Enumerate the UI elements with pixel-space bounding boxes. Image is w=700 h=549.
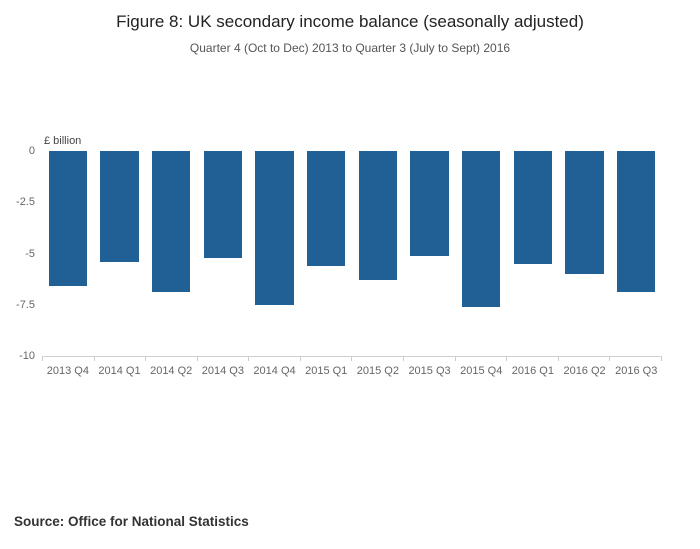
bar-slot [507, 151, 559, 356]
x-tick-label: 2015 Q1 [305, 365, 348, 377]
bar-slot [94, 151, 146, 356]
y-tick-label: -10 [19, 350, 35, 362]
bar-slot [559, 151, 611, 356]
x-axis-tick [249, 357, 301, 361]
bar-slot [610, 151, 662, 356]
x-axis-tick [456, 357, 508, 361]
x-tick-label: 2014 Q2 [150, 365, 193, 377]
bar-slot [404, 151, 456, 356]
y-axis-unit-label: £ billion [44, 135, 82, 147]
x-tick-label: 2014 Q3 [201, 365, 244, 377]
plot-area: 0 -2.5 -5 -7.5 -10 [16, 145, 662, 362]
x-tick-label: 2014 Q1 [98, 365, 141, 377]
y-tick-label: -2.5 [16, 196, 35, 209]
y-tick-label: -7.5 [16, 298, 35, 311]
bar-2015-q2 [358, 151, 397, 281]
x-axis-tick [198, 357, 250, 361]
chart-subtitle: Quarter 4 (Oct to Dec) 2013 to Quarter 3… [189, 41, 511, 55]
bar-2015-q1 [307, 151, 346, 266]
x-tick-label: 2015 Q4 [460, 365, 503, 377]
bar-slot [145, 151, 197, 356]
x-axis-tick [301, 357, 353, 361]
x-axis-tick [610, 357, 662, 361]
x-tick-label: 2016 Q1 [511, 365, 554, 377]
bar-2014-q4 [255, 151, 294, 305]
bar-slot [249, 151, 301, 356]
x-axis-tick [404, 357, 456, 361]
x-axis-labels: 2013 Q4 2014 Q1 2014 Q2 2014 Q3 2014 Q4 2015 … [42, 365, 662, 377]
x-axis-tick [559, 357, 611, 361]
x-axis-tick [146, 357, 198, 361]
source-note: Source: Office for National Statistics [14, 514, 249, 529]
bar-slot [352, 151, 404, 356]
x-tick-label: 2015 Q2 [356, 365, 399, 377]
bar-2016-q3 [617, 151, 656, 293]
x-axis-tick [352, 357, 405, 361]
x-axis-tick [507, 357, 559, 361]
x-tick-label: 2015 Q3 [408, 365, 451, 377]
bar-2016-q2 [565, 151, 604, 274]
x-tick-label: 2014 Q4 [253, 365, 296, 377]
bar-chart: £ billion 0 -2.5 -5 -7.5 -10 2013 Q4 2014 Q1 2… [16, 135, 662, 377]
x-axis-line [42, 357, 662, 361]
x-tick-label: 2013 Q4 [46, 365, 89, 377]
x-tick-label: 2016 Q2 [563, 365, 606, 377]
chart-title: Figure 8: UK secondary income balance (s… [116, 12, 584, 31]
y-tick-label: 0 [28, 145, 35, 157]
bar-2014-q2 [152, 151, 191, 293]
bar-slot [455, 151, 507, 356]
bar-slot [42, 151, 94, 356]
bar-2014-q3 [203, 151, 242, 258]
x-tick-label: 2016 Q3 [615, 365, 658, 377]
y-tick-label: -5 [25, 247, 35, 260]
bar-2014-q1 [100, 151, 139, 262]
bar-2016-q1 [513, 151, 552, 264]
x-axis-tick [95, 357, 147, 361]
chart-header: Figure 8: UK secondary income balance (s… [0, 0, 700, 55]
bar-slot [300, 151, 352, 356]
bar-2015-q4 [462, 151, 501, 307]
bar-2013-q4 [48, 151, 87, 287]
bar-slot [197, 151, 249, 356]
x-axis-tick [43, 357, 95, 361]
bar-2015-q3 [410, 151, 449, 256]
